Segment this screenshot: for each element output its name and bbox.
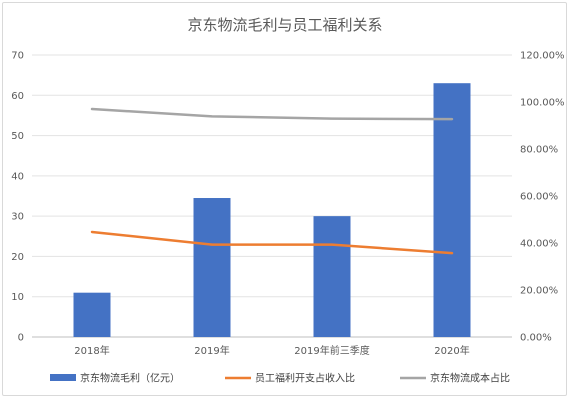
right-tick-label: 80.00% [520,145,558,156]
legend-label: 京东物流毛利（亿元） [80,372,180,385]
left-tick-label: 60 [11,91,24,102]
x-tick-label: 2020年 [434,344,469,357]
gridlines [32,54,512,338]
left-tick-label: 70 [11,51,24,62]
bar [433,83,471,337]
x-tick-label: 2019年前三季度 [294,344,369,357]
right-tick-label: 120.00% [520,51,565,62]
series-line [90,230,454,255]
series-line [90,107,454,121]
right-tick-label: 40.00% [520,239,558,250]
x-tick-label: 2019年 [194,344,229,357]
right-tick-label: 0.00% [520,333,552,344]
legend-swatch [50,374,76,381]
x-axis-ticks: 2018年 2019年 2019年前三季度 2020年 [74,344,469,357]
line-series [90,107,454,255]
left-tick-label: 10 [11,292,24,303]
legend-label: 京东物流成本占比 [430,372,510,385]
right-tick-label: 100.00% [520,98,565,109]
bar [313,216,351,337]
left-axis-ticks: 0 10 20 30 40 50 60 70 [11,51,24,344]
left-tick-label: 20 [11,252,24,263]
legend: 京东物流毛利（亿元） 员工福利开支占收入比 京东物流成本占比 [50,372,510,385]
chart-title: 京东物流毛利与员工福利关系 [187,16,382,34]
left-tick-label: 40 [11,171,24,182]
right-axis-ticks: 0.00% 20.00% 40.00% 60.00% 80.00% 100.00% 120.… [520,51,565,344]
right-tick-label: 60.00% [520,192,558,203]
left-tick-label: 0 [18,333,24,344]
left-tick-label: 50 [11,131,24,142]
bar [73,292,111,337]
legend-label: 员工福利开支占收入比 [255,372,355,385]
x-tick-label: 2018年 [74,344,109,357]
bar [193,198,231,337]
right-tick-label: 20.00% [520,286,558,297]
bar-series [73,83,471,337]
left-tick-label: 30 [11,212,24,223]
